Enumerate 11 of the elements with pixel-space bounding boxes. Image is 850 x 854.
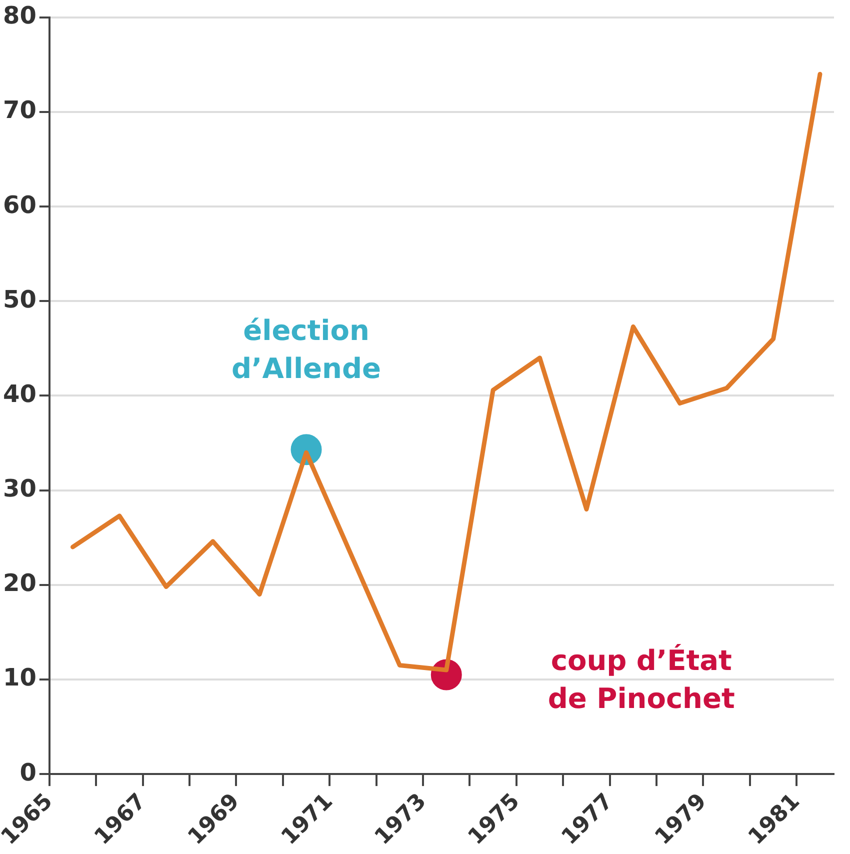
y-tick-label: 70 — [2, 96, 36, 124]
y-tick-label: 60 — [2, 190, 36, 219]
y-tick-label: 50 — [2, 285, 36, 314]
annotation: coup d’État de Pinochet — [548, 644, 735, 716]
y-tick-label: 20 — [2, 569, 36, 598]
y-tick-label: 30 — [2, 474, 36, 503]
y-tick-label: 0 — [20, 758, 36, 786]
annotation: élection d’Allende — [232, 314, 382, 385]
y-tick-label: 10 — [2, 664, 36, 692]
y-tick-label: 40 — [2, 380, 36, 408]
y-tick-label: 80 — [2, 2, 36, 30]
